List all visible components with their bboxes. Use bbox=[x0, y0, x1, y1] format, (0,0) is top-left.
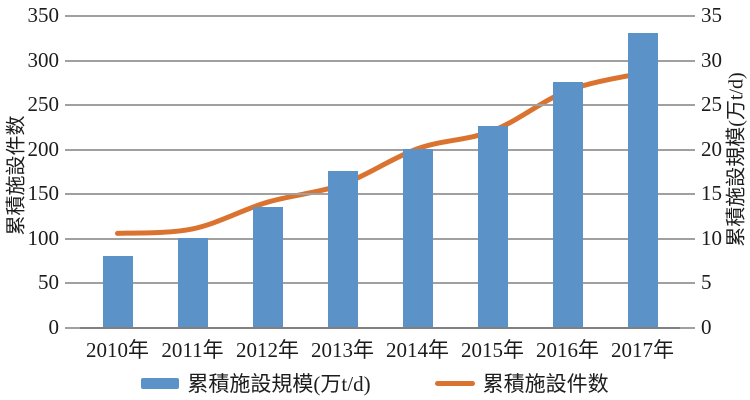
x-axis-label: 2010年 bbox=[86, 338, 149, 362]
bar-series-swatch-icon bbox=[141, 377, 180, 389]
right-axis-tick-label: 5 bbox=[701, 270, 712, 295]
left-axis-tick bbox=[65, 148, 80, 151]
legend-label-line-series: 累積施設件数 bbox=[482, 372, 609, 396]
left-axis-tick-label: 250 bbox=[27, 92, 60, 117]
bar-2013年 bbox=[327, 171, 358, 327]
right-axis-tick-label: 35 bbox=[701, 3, 722, 27]
left-axis-tick bbox=[65, 193, 80, 196]
x-axis-label: 2013年 bbox=[311, 338, 374, 362]
x-axis-label: 2016年 bbox=[536, 338, 599, 362]
right-axis-tick bbox=[680, 193, 695, 196]
right-axis-tick-label: 20 bbox=[701, 136, 722, 161]
gridline bbox=[80, 104, 680, 107]
left-axis-tick bbox=[65, 282, 80, 285]
left-axis-tick bbox=[65, 59, 80, 62]
right-axis-tick bbox=[680, 15, 695, 17]
left-axis-tick bbox=[65, 104, 80, 107]
gridline bbox=[80, 148, 680, 151]
x-axis-label: 2015年 bbox=[461, 338, 524, 362]
legend-item-bar-series: 累積施設規模(万t/d) bbox=[141, 368, 371, 398]
bar-2010年 bbox=[102, 255, 133, 327]
left-axis-tick-label: 350 bbox=[27, 3, 60, 27]
gridline bbox=[80, 59, 680, 62]
gridline bbox=[80, 237, 680, 240]
left-axis-tick-label: 300 bbox=[27, 47, 60, 72]
left-axis-tick-label: 100 bbox=[27, 225, 60, 250]
left-axis-tick bbox=[65, 15, 80, 17]
left-axis-tick bbox=[65, 237, 80, 240]
left-axis-tick-label: 200 bbox=[27, 136, 60, 161]
gridline bbox=[80, 15, 680, 17]
gridline bbox=[80, 282, 680, 285]
left-axis-tick bbox=[65, 327, 80, 329]
right-axis-tick-label: 15 bbox=[701, 181, 722, 206]
legend: 累積施設規模(万t/d) 累積施設件数 bbox=[0, 368, 750, 398]
plot-area bbox=[65, 15, 695, 329]
x-axis-label: 2012年 bbox=[236, 338, 299, 362]
right-axis-tick-label: 30 bbox=[701, 47, 722, 72]
right-axis-tick-label: 25 bbox=[701, 92, 722, 117]
bar-2011年 bbox=[177, 237, 208, 327]
bar-2015年 bbox=[477, 126, 508, 327]
bar-2017年 bbox=[627, 32, 658, 327]
x-axis-label: 2011年 bbox=[161, 338, 224, 362]
x-axis-label: 2017年 bbox=[611, 338, 674, 362]
left-axis-tick-label: 0 bbox=[48, 315, 60, 339]
line-series-swatch-icon bbox=[434, 380, 475, 386]
right-axis-tick bbox=[680, 327, 695, 329]
bar-2012年 bbox=[252, 206, 283, 327]
line-series-svg bbox=[115, 70, 645, 236]
right-axis-tick bbox=[680, 148, 695, 151]
right-axis-tick bbox=[680, 237, 695, 240]
right-axis-tick bbox=[680, 59, 695, 62]
legend-item-line-series: 累積施設件数 bbox=[434, 368, 609, 398]
right-axis-tick-label: 10 bbox=[701, 225, 722, 250]
right-axis-tick-label: 0 bbox=[701, 315, 712, 339]
left-axis-tick-label: 150 bbox=[27, 181, 60, 206]
right-axis-tick bbox=[680, 104, 695, 107]
left-axis-tick-label: 50 bbox=[38, 270, 59, 295]
x-axis-label: 2014年 bbox=[386, 338, 449, 362]
bar-2016年 bbox=[552, 81, 583, 327]
gridline bbox=[80, 193, 680, 196]
legend-label-bar-series: 累積施設規模(万t/d) bbox=[187, 372, 371, 396]
bar-2014年 bbox=[402, 148, 433, 327]
gridline bbox=[80, 327, 680, 329]
right-axis-tick bbox=[680, 282, 695, 285]
